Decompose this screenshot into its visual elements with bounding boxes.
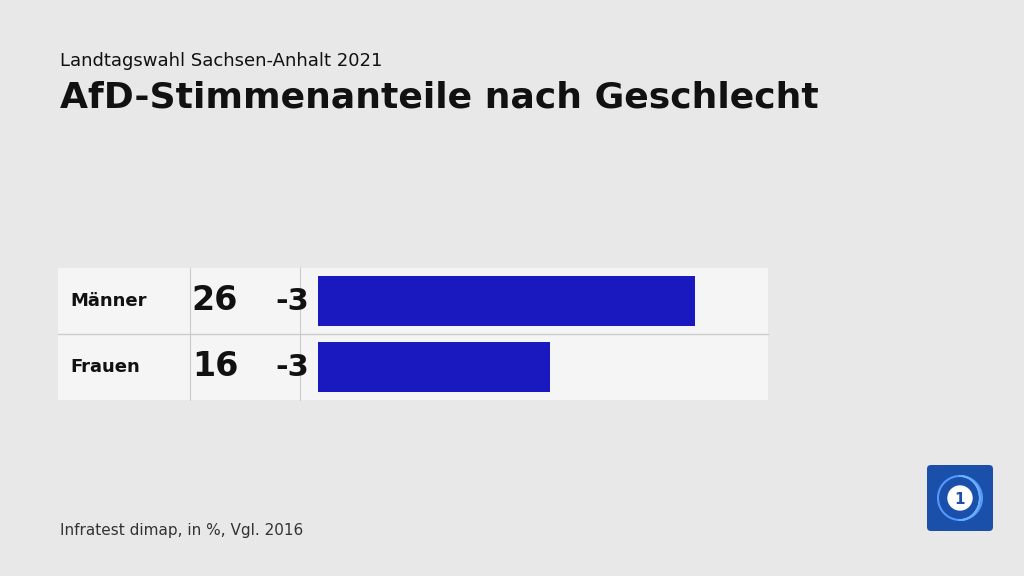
Text: 16: 16 [191, 351, 239, 384]
Text: Infratest dimap, in %, Vgl. 2016: Infratest dimap, in %, Vgl. 2016 [60, 523, 303, 538]
Text: Landtagswahl Sachsen-Anhalt 2021: Landtagswahl Sachsen-Anhalt 2021 [60, 52, 382, 70]
Text: -3: -3 [275, 286, 309, 316]
Text: 1: 1 [954, 491, 966, 506]
FancyBboxPatch shape [58, 268, 768, 400]
FancyBboxPatch shape [927, 465, 993, 531]
Text: 26: 26 [191, 285, 239, 317]
Bar [318, 276, 695, 326]
Circle shape [948, 486, 972, 510]
Bar [318, 342, 550, 392]
Text: AfD-Stimmenanteile nach Geschlecht: AfD-Stimmenanteile nach Geschlecht [60, 80, 819, 114]
Text: Männer: Männer [70, 292, 146, 310]
Text: -3: -3 [275, 353, 309, 381]
Text: Frauen: Frauen [70, 358, 139, 376]
